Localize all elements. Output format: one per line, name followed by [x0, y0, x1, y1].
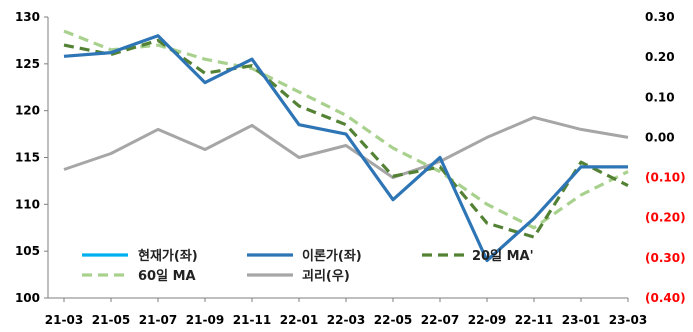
x-tick-label: 21-03	[45, 313, 83, 327]
legend-label: 현재가(좌)	[138, 248, 198, 264]
y-tick-label: 120	[15, 104, 40, 118]
y2-tick-label: (0.30)	[645, 251, 686, 265]
legend-label: 괴리(우)	[302, 268, 350, 284]
axes-layer: 100 105 110 115 120 125 130 (0.40) (0.30) (0.20) (…	[15, 10, 686, 327]
x-tick-label: 22-01	[280, 313, 318, 327]
y2-tick-label: 0.10	[645, 90, 675, 104]
y2-tick-label: 0.30	[645, 10, 675, 24]
series-line-3	[63, 29, 629, 230]
y-tick-label: 115	[15, 151, 40, 165]
legend-label: 60일 MA	[138, 269, 196, 284]
x-tick-label: 22-07	[421, 313, 459, 327]
y-tick-label: 130	[15, 10, 40, 24]
legend-label: 20일 MA'	[472, 249, 534, 264]
legend: 현재가(좌) 이론가(좌) 20일 MA' 60일 MA 괴리(우)	[82, 248, 534, 284]
x-tick-label: 21-05	[92, 313, 130, 327]
x-tick-label: 22-03	[327, 313, 365, 327]
y2-tick-label: 0.00	[645, 130, 675, 144]
y2-tick-label: (0.40)	[645, 291, 686, 305]
series-line-0	[63, 34, 628, 262]
series-line-2	[63, 38, 629, 239]
x-tick-label: 21-07	[139, 313, 177, 327]
x-tick-label: 22-05	[374, 313, 412, 327]
y2-tick-label: 0.20	[645, 50, 675, 64]
y-tick-label: 105	[15, 244, 40, 258]
x-tick-label: 22-11	[515, 313, 553, 327]
x-tick-label: 21-11	[233, 313, 271, 327]
series-layer	[63, 29, 629, 263]
series-line-4	[63, 115, 629, 180]
y2-tick-label: (0.20)	[645, 211, 686, 225]
y-tick-label: 125	[15, 57, 40, 71]
y2-tick-label: (0.10)	[645, 171, 686, 185]
x-tick-label: 23-01	[562, 313, 600, 327]
y-tick-label: 100	[15, 291, 40, 305]
y-tick-label: 110	[15, 197, 40, 211]
legend-label: 이론가(좌)	[302, 248, 362, 264]
x-tick-label: 23-03	[609, 313, 647, 327]
x-tick-label: 22-09	[468, 313, 506, 327]
x-tick-label: 21-09	[186, 313, 224, 327]
series-line-1	[63, 34, 628, 263]
